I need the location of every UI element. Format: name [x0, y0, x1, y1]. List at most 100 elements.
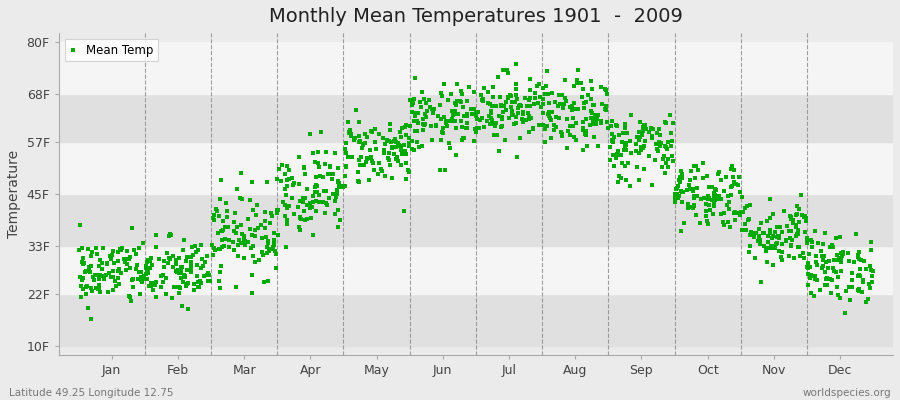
Mean Temp: [691, 166, 706, 173]
Mean Temp: [534, 104, 548, 110]
Mean Temp: [88, 272, 103, 278]
Mean Temp: [516, 118, 530, 125]
Mean Temp: [760, 238, 775, 245]
Mean Temp: [689, 163, 704, 169]
Mean Temp: [323, 164, 338, 170]
Mean Temp: [304, 204, 319, 210]
Mean Temp: [338, 162, 353, 169]
Mean Temp: [364, 128, 379, 135]
Mean Temp: [164, 232, 178, 238]
Mean Temp: [747, 234, 761, 240]
Mean Temp: [801, 262, 815, 268]
Mean Temp: [158, 291, 173, 297]
Mean Temp: [683, 203, 698, 210]
Mean Temp: [448, 125, 463, 132]
Mean Temp: [180, 254, 194, 260]
Mean Temp: [262, 248, 276, 254]
Mean Temp: [716, 218, 730, 225]
Mean Temp: [814, 248, 828, 254]
Mean Temp: [701, 195, 716, 202]
Bar: [58, 194, 893, 246]
Mean Temp: [338, 146, 352, 152]
Mean Temp: [207, 212, 221, 218]
Mean Temp: [562, 104, 577, 110]
Mean Temp: [666, 120, 680, 127]
Mean Temp: [382, 156, 396, 163]
Mean Temp: [658, 142, 672, 149]
Mean Temp: [836, 249, 850, 255]
Mean Temp: [309, 198, 323, 204]
Mean Temp: [230, 242, 245, 248]
Mean Temp: [734, 208, 749, 215]
Mean Temp: [213, 263, 228, 270]
Mean Temp: [731, 182, 745, 188]
Mean Temp: [586, 117, 600, 123]
Mean Temp: [122, 265, 137, 272]
Mean Temp: [208, 247, 222, 253]
Mean Temp: [234, 240, 248, 246]
Mean Temp: [417, 121, 431, 128]
Mean Temp: [797, 228, 812, 235]
Mean Temp: [102, 270, 116, 276]
Mean Temp: [245, 232, 259, 238]
Mean Temp: [652, 143, 667, 149]
Mean Temp: [91, 286, 105, 292]
Mean Temp: [209, 206, 223, 212]
Mean Temp: [544, 116, 558, 123]
Mean Temp: [532, 122, 546, 128]
Mean Temp: [786, 216, 800, 223]
Mean Temp: [809, 253, 824, 259]
Mean Temp: [831, 292, 845, 298]
Mean Temp: [425, 106, 439, 113]
Mean Temp: [638, 126, 652, 132]
Mean Temp: [808, 276, 823, 282]
Mean Temp: [712, 192, 726, 199]
Mean Temp: [835, 252, 850, 259]
Mean Temp: [469, 113, 483, 120]
Mean Temp: [829, 234, 843, 241]
Mean Temp: [669, 186, 683, 192]
Mean Temp: [76, 286, 90, 292]
Mean Temp: [316, 198, 330, 205]
Mean Temp: [317, 187, 331, 194]
Mean Temp: [227, 228, 241, 234]
Mean Temp: [853, 273, 868, 279]
Mean Temp: [378, 172, 392, 179]
Mean Temp: [266, 237, 281, 243]
Mean Temp: [511, 105, 526, 111]
Mean Temp: [650, 141, 664, 147]
Mean Temp: [498, 137, 512, 144]
Mean Temp: [770, 240, 784, 246]
Mean Temp: [541, 90, 555, 97]
Mean Temp: [237, 255, 251, 261]
Mean Temp: [797, 212, 812, 219]
Mean Temp: [672, 174, 687, 181]
Mean Temp: [111, 274, 125, 281]
Mean Temp: [809, 276, 824, 283]
Mean Temp: [148, 232, 163, 238]
Mean Temp: [246, 207, 260, 214]
Mean Temp: [845, 277, 859, 283]
Mean Temp: [328, 150, 342, 156]
Mean Temp: [766, 233, 780, 239]
Mean Temp: [418, 113, 433, 120]
Mean Temp: [416, 116, 430, 122]
Mean Temp: [509, 96, 524, 102]
Mean Temp: [508, 86, 523, 92]
Mean Temp: [303, 131, 318, 137]
Mean Temp: [264, 210, 278, 216]
Mean Temp: [582, 122, 597, 128]
Mean Temp: [567, 83, 581, 89]
Mean Temp: [308, 184, 322, 190]
Mean Temp: [834, 268, 849, 274]
Mean Temp: [394, 144, 409, 151]
Mean Temp: [181, 254, 195, 261]
Mean Temp: [137, 273, 151, 279]
Mean Temp: [706, 184, 720, 190]
Mean Temp: [576, 127, 590, 134]
Mean Temp: [851, 272, 866, 278]
Mean Temp: [590, 143, 605, 150]
Mean Temp: [227, 218, 241, 225]
Mean Temp: [170, 269, 184, 275]
Mean Temp: [397, 208, 411, 214]
